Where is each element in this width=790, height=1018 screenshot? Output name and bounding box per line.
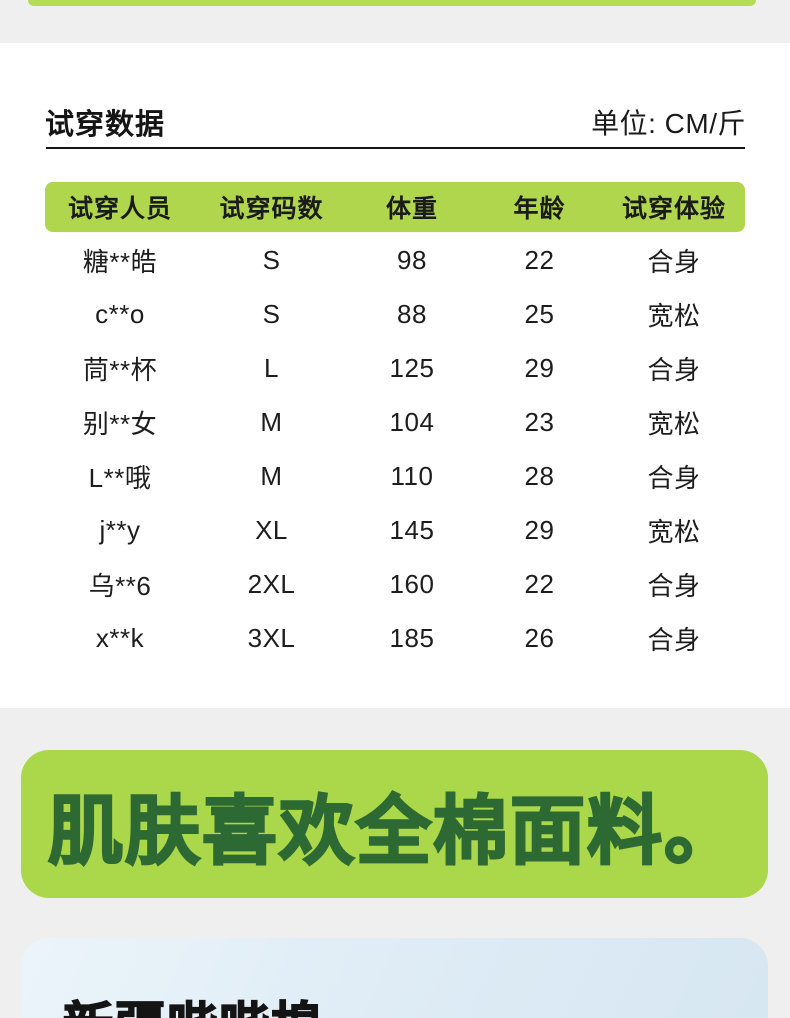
cell-person: j**y bbox=[99, 514, 141, 545]
table-body: 糖**皓 S 98 22 合身 c**o S 88 25 宽松 茼**杯 L 1… bbox=[45, 233, 745, 665]
cell-size: S bbox=[262, 244, 281, 275]
table-row: c**o S 88 25 宽松 bbox=[45, 287, 745, 341]
header-tryon-size: 试穿码数 bbox=[219, 195, 324, 223]
cell-weight: 104 bbox=[389, 406, 435, 437]
cell-size: M bbox=[260, 460, 283, 491]
cell-size: M bbox=[260, 406, 283, 437]
bottom-gray-band: 肌肤喜欢全棉面料。 新疆哔哔棉 bbox=[0, 708, 790, 1018]
fabric-banner: 肌肤喜欢全棉面料。 bbox=[21, 750, 768, 898]
cell-person: 茼**杯 bbox=[82, 354, 158, 385]
tryon-table: 试穿人员 试穿码数 体重 年龄 试穿体验 糖**皓 S 98 22 合身 c**… bbox=[45, 182, 745, 665]
header-tryon-person: 试穿人员 bbox=[67, 195, 172, 223]
header-weight: 体重 bbox=[385, 195, 438, 223]
cell-age: 22 bbox=[524, 244, 555, 275]
cell-age: 28 bbox=[524, 460, 555, 491]
section-title: 试穿数据 bbox=[45, 109, 166, 141]
divider bbox=[46, 147, 745, 149]
cell-size: L bbox=[264, 352, 279, 383]
cell-age: 29 bbox=[524, 514, 555, 545]
table-row: L**哦 M 110 28 合身 bbox=[45, 449, 745, 503]
cell-weight: 88 bbox=[397, 298, 427, 329]
cell-experience: 合身 bbox=[647, 354, 701, 385]
cell-size: XL bbox=[255, 514, 288, 545]
cell-experience: 宽松 bbox=[647, 408, 701, 439]
cell-experience: 宽松 bbox=[647, 516, 701, 547]
tryon-data-section: 试穿数据 单位: CM/斤 试穿人员 试穿码数 体重 年龄 试穿体验 糖**皓 … bbox=[0, 43, 790, 708]
cell-size: 2XL bbox=[247, 568, 296, 599]
cell-experience: 合身 bbox=[647, 246, 701, 277]
cell-age: 23 bbox=[524, 406, 555, 437]
cell-person: 糖**皓 bbox=[82, 246, 158, 277]
cell-size: S bbox=[262, 298, 281, 329]
cell-experience: 合身 bbox=[647, 570, 701, 601]
cell-age: 22 bbox=[524, 568, 555, 599]
unit-label: 单位: CM/斤 bbox=[591, 108, 746, 139]
cell-size: 3XL bbox=[247, 622, 296, 653]
header-experience: 试穿体验 bbox=[621, 195, 726, 223]
cell-weight: 125 bbox=[389, 352, 435, 383]
cell-weight: 185 bbox=[389, 622, 435, 653]
cell-experience: 宽松 bbox=[647, 300, 701, 331]
fabric-card-title: 新疆哔哔棉 bbox=[62, 986, 323, 1018]
table-header-row: 试穿人员 试穿码数 体重 年龄 试穿体验 bbox=[45, 182, 745, 232]
banner-text: 肌肤喜欢全棉面料。 bbox=[47, 787, 741, 873]
table-row: j**y XL 145 29 宽松 bbox=[45, 503, 745, 557]
cell-weight: 98 bbox=[397, 244, 427, 275]
cell-weight: 110 bbox=[390, 460, 434, 491]
cell-person: 乌**6 bbox=[88, 570, 152, 601]
table-row: 别**女 M 104 23 宽松 bbox=[45, 395, 745, 449]
cell-age: 25 bbox=[524, 298, 555, 329]
table-row: 乌**6 2XL 160 22 合身 bbox=[45, 557, 745, 611]
fabric-card: 新疆哔哔棉 bbox=[21, 938, 768, 1018]
top-gray-band bbox=[0, 0, 790, 43]
table-row: 糖**皓 S 98 22 合身 bbox=[45, 233, 745, 287]
cell-age: 26 bbox=[524, 622, 555, 653]
cell-weight: 145 bbox=[389, 514, 435, 545]
cell-weight: 160 bbox=[389, 568, 435, 599]
table-row: x**k 3XL 185 26 合身 bbox=[45, 611, 745, 665]
cell-person: 别**女 bbox=[82, 408, 158, 439]
cell-person: x**k bbox=[95, 622, 145, 653]
cell-age: 29 bbox=[524, 352, 555, 383]
cell-experience: 合身 bbox=[647, 624, 701, 655]
cell-experience: 合身 bbox=[647, 462, 701, 493]
cell-person: c**o bbox=[95, 298, 145, 329]
previous-card-bottom-strip bbox=[28, 0, 756, 6]
table-row: 茼**杯 L 125 29 合身 bbox=[45, 341, 745, 395]
header-age: 年龄 bbox=[513, 195, 566, 223]
cell-person: L**哦 bbox=[88, 462, 152, 493]
